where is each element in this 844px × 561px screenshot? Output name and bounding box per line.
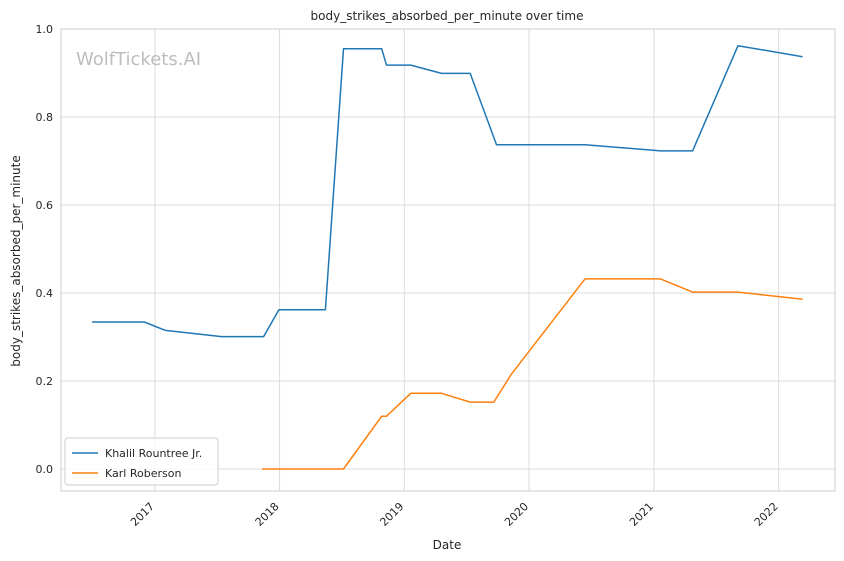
series-line-1 — [92, 44, 803, 338]
y-tick-label: 0.4 — [36, 287, 54, 300]
y-tick-label: 0.8 — [36, 111, 54, 124]
series-lines — [92, 44, 803, 470]
legend: Khalil Rountree Jr. Karl Roberson — [64, 437, 219, 486]
y-tick-label: 1.0 — [36, 23, 54, 36]
series-line-2 — [262, 278, 803, 470]
y-tick-label: 0.2 — [36, 375, 54, 388]
x-axis-label: Date — [433, 538, 462, 552]
y-tick-label: 0.6 — [36, 199, 54, 212]
legend-label-2: Karl Roberson — [105, 467, 181, 480]
legend-label-1: Khalil Rountree Jr. — [105, 447, 202, 460]
grid — [61, 28, 835, 491]
y-axis-label: body_strikes_absorbed_per_minute — [9, 155, 23, 366]
plot-frame — [60, 28, 836, 492]
legend-box — [64, 437, 219, 486]
watermark: WolfTickets.AI — [76, 49, 201, 70]
y-tick-labels: 0.0 0.2 0.4 0.6 0.8 1.0 — [36, 23, 54, 476]
chart-title: body_strikes_absorbed_per_minute over ti… — [311, 9, 584, 23]
y-tick-label: 0.0 — [36, 463, 54, 476]
